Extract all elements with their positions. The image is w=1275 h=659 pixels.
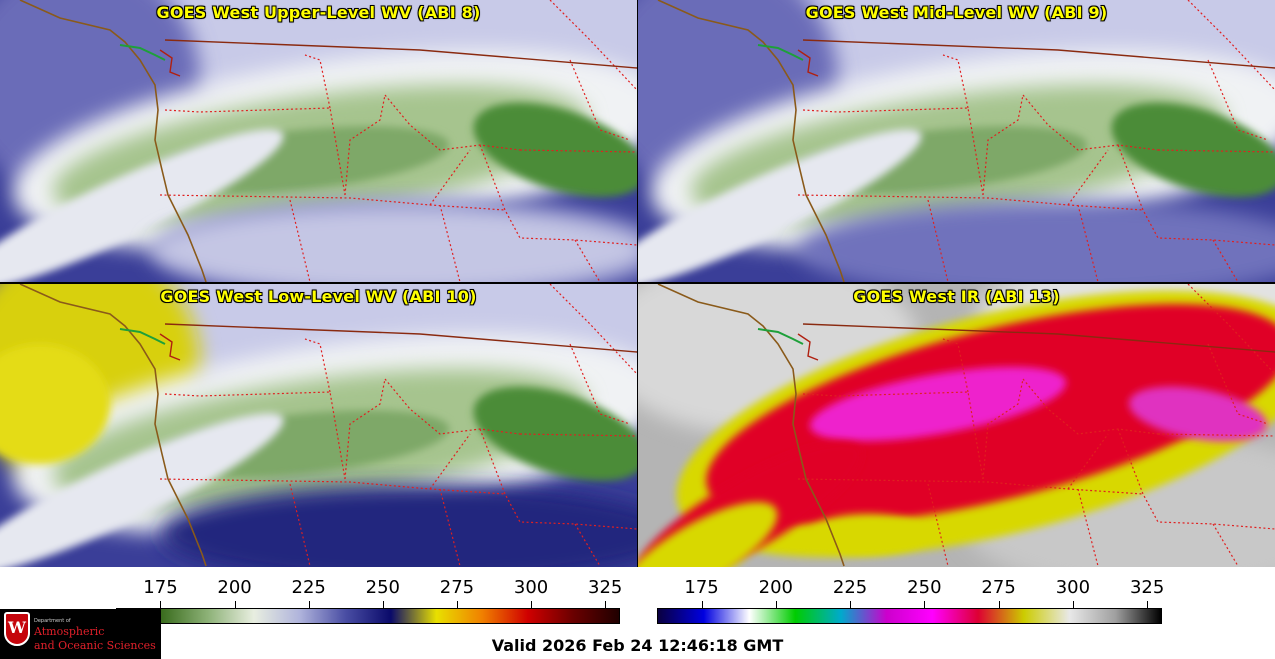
satellite-image-ir <box>638 284 1275 567</box>
water-vapor-colorbar <box>116 608 620 624</box>
panel-ir: GOES West IR (ABI 13) <box>638 284 1275 567</box>
colorbar-tick-mark <box>160 601 162 608</box>
panel-title: GOES West Mid-Level WV (ABI 9) <box>805 3 1108 22</box>
colorbar-tick-label: 275 <box>439 577 475 598</box>
colorbar-tick-label: 200 <box>217 577 252 598</box>
panel-title: GOES West IR (ABI 13) <box>853 287 1060 306</box>
infrared-colorbar <box>657 608 1162 624</box>
satellite-image-low-wv <box>0 284 637 567</box>
colorbar-tick-label: 200 <box>758 577 793 598</box>
panel-mid-level-wv: GOES West Mid-Level WV (ABI 9) <box>638 0 1275 282</box>
logo-line1: Atmospheric <box>34 625 105 638</box>
colorbar-tick-mark <box>775 601 777 608</box>
colorbar-tick-label: 275 <box>981 577 1016 598</box>
satellite-image-upper-wv <box>0 0 637 282</box>
colorbar-tick-label: 225 <box>832 577 868 598</box>
panel-divider-horizontal <box>0 282 1275 284</box>
colorbar-tick-mark <box>531 601 533 608</box>
colorbar-tick-label: 250 <box>365 577 400 598</box>
panel-title: GOES West Upper-Level WV (ABI 8) <box>156 3 481 22</box>
colorbar-tick-mark <box>308 601 310 608</box>
logo-line2: and Oceanic Sciences <box>34 639 156 652</box>
colorbar-tick-mark <box>924 601 926 608</box>
colorbar-tick-mark <box>1072 601 1074 608</box>
colorbar-tick-label: 175 <box>143 577 178 598</box>
colorbar-tick-mark <box>605 601 607 608</box>
panel-title: GOES West Low-Level WV (ABI 10) <box>160 287 477 306</box>
panel-low-level-wv: GOES West Low-Level WV (ABI 10) <box>0 284 637 567</box>
satellite-image-mid-wv <box>638 0 1275 282</box>
colorbar-tick-label: 300 <box>1055 577 1091 598</box>
logo-department: Department of <box>34 618 71 624</box>
colorbar-tick-mark <box>456 601 458 608</box>
colorbar-tick-mark <box>382 601 384 608</box>
valid-time: Valid 2026 Feb 24 12:46:18 GMT <box>491 636 784 655</box>
colorbar-tick-label: 325 <box>1129 577 1165 598</box>
uw-aos-logo: W Department of Atmospheric and Oceanic … <box>0 609 161 659</box>
colorbar-tick-label: 300 <box>513 577 549 598</box>
uw-crest-icon: W <box>4 612 30 646</box>
panel-upper-level-wv: GOES West Upper-Level WV (ABI 8) <box>0 0 637 282</box>
colorbar-tick-mark <box>234 601 236 608</box>
colorbar-tick-label: 225 <box>291 577 326 598</box>
colorbar-tick-label: 325 <box>587 577 623 598</box>
colorbar-tick-mark <box>998 601 1000 608</box>
colorbar-tick-mark <box>1147 601 1149 608</box>
colorbar-tick-mark <box>850 601 852 608</box>
colorbar-tick-mark <box>701 601 703 608</box>
colorbar-tick-label: 175 <box>684 577 719 598</box>
colorbar-tick-label: 250 <box>907 577 942 598</box>
